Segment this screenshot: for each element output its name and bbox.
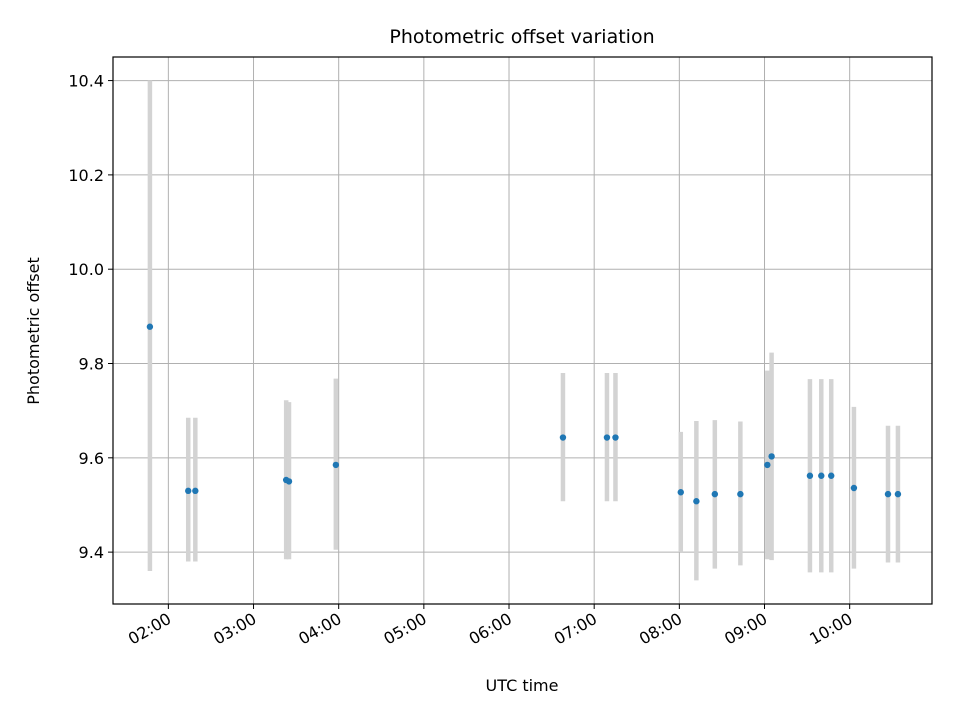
- data-point: [828, 472, 835, 479]
- y-tick-label: 10.2: [68, 166, 104, 185]
- data-point: [146, 323, 154, 330]
- y-axis: 9.4 9.6 9.8 10.0 10.2 10.4: [68, 72, 113, 562]
- data-point: [192, 487, 199, 495]
- data-point: [285, 478, 293, 485]
- data-point: [185, 487, 192, 495]
- data-point: [603, 434, 611, 441]
- data-point: [884, 490, 892, 498]
- y-axis-label: Photometric offset: [24, 257, 43, 405]
- y-tick-label: 10.0: [68, 260, 104, 279]
- x-axis-label: UTC time: [486, 676, 559, 695]
- y-tick-label: 9.8: [79, 355, 104, 374]
- data-point: [711, 490, 719, 498]
- data-point: [806, 472, 814, 479]
- data-point: [894, 490, 902, 498]
- y-tick-label: 9.4: [79, 543, 104, 562]
- data-point: [677, 489, 684, 496]
- data-points: [146, 323, 902, 505]
- data-point: [332, 461, 340, 469]
- data-point: [764, 461, 771, 469]
- y-tick-label: 9.6: [79, 449, 104, 468]
- plot-frame: [112, 56, 933, 605]
- chart-title: Photometric offset variation: [389, 26, 654, 48]
- data-point: [737, 490, 744, 498]
- data-point: [559, 434, 567, 441]
- data-point: [612, 434, 619, 441]
- data-point: [693, 498, 700, 505]
- y-tick-label: 10.4: [68, 72, 104, 91]
- data-point: [768, 453, 775, 460]
- data-point: [818, 472, 825, 479]
- data-point: [850, 484, 858, 492]
